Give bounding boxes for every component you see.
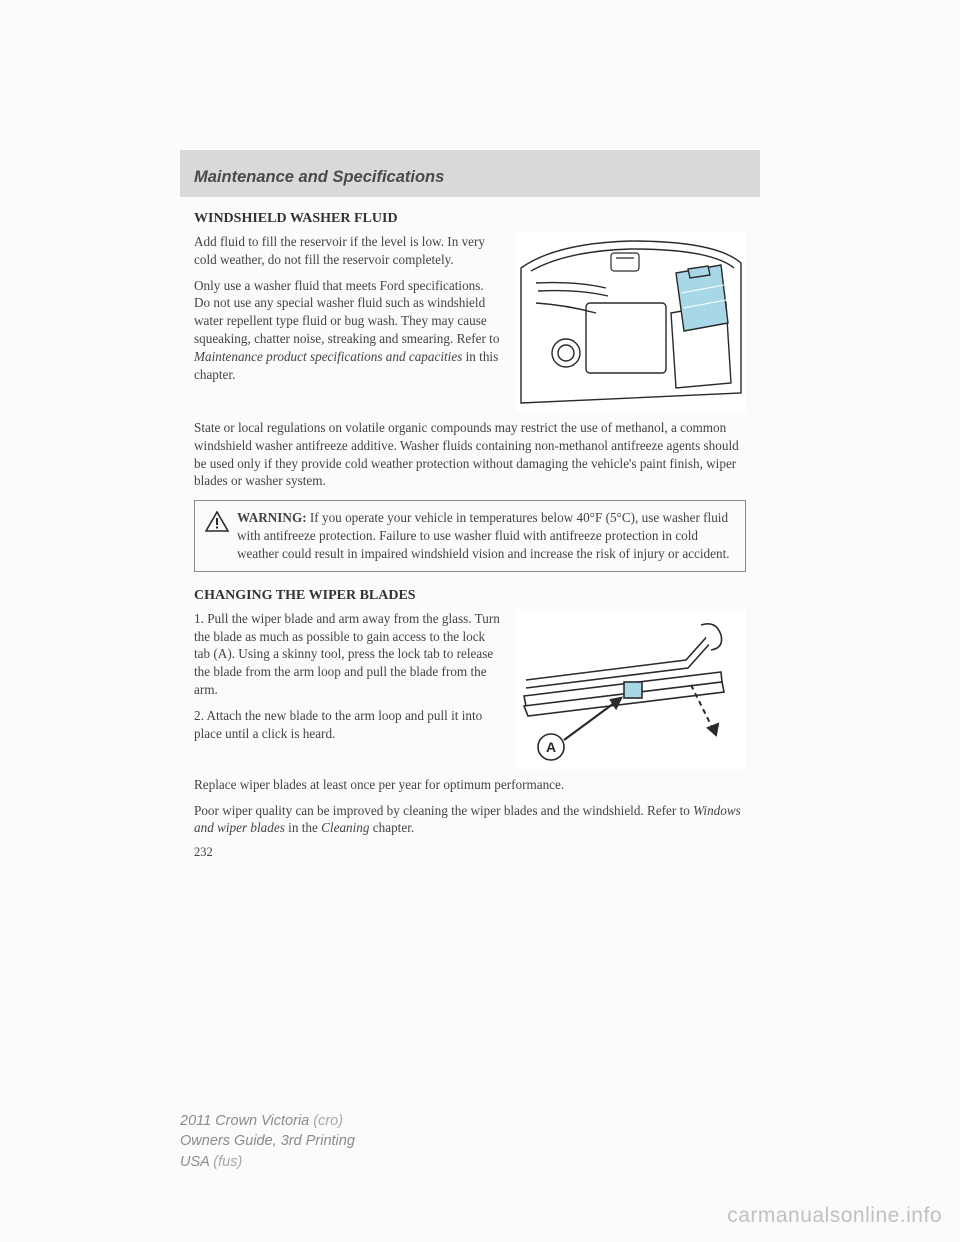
section1-p2-italic: Maintenance product specifications and c… [194, 349, 462, 364]
watermark: carmanualsonline.info [727, 1204, 942, 1228]
footer: 2011 Crown Victoria (cro) Owners Guide, … [180, 1111, 355, 1172]
section2-p4a: Poor wiper quality can be improved by cl… [194, 803, 693, 818]
section-title-washer: WINDSHIELD WASHER FLUID [194, 211, 746, 227]
diagram-label-a: A [546, 739, 556, 755]
section1-text-col: Add fluid to fill the reservoir if the l… [194, 233, 502, 413]
section2-p4: Poor wiper quality can be improved by cl… [194, 802, 746, 838]
section1-p2: Only use a washer fluid that meets Ford … [194, 277, 502, 384]
section-title-wipers: CHANGING THE WIPER BLADES [194, 588, 746, 604]
engine-bay-diagram [516, 233, 746, 413]
footer-code2: (fus) [209, 1154, 242, 1170]
wiper-blade-diagram: A [516, 610, 746, 770]
section1-p3: State or local regulations on volatile o… [194, 419, 746, 490]
warning-box: WARNING: If you operate your vehicle in … [194, 500, 746, 571]
chapter-title: Maintenance and Specifications [194, 168, 746, 187]
footer-line2: Owners Guide, 3rd Printing [180, 1131, 355, 1151]
section1-p2a: Only use a washer fluid that meets Ford … [194, 278, 499, 346]
section2-p4b: in the [285, 820, 321, 835]
footer-line3: USA (fus) [180, 1152, 355, 1172]
section2-text-col: 1. Pull the wiper blade and arm away fro… [194, 610, 502, 770]
section1-p1: Add fluid to fill the reservoir if the l… [194, 233, 502, 269]
footer-model: 2011 Crown Victoria [180, 1113, 309, 1129]
chapter-header-band: Maintenance and Specifications [180, 150, 760, 197]
warning-text: WARNING: If you operate your vehicle in … [237, 509, 735, 562]
section2-p1: 1. Pull the wiper blade and arm away fro… [194, 610, 502, 699]
page-number: 232 [194, 845, 746, 860]
warning-icon [205, 511, 229, 533]
footer-region: USA [180, 1154, 209, 1170]
warning-label: WARNING: [237, 510, 307, 525]
section2-p3: Replace wiper blades at least once per y… [194, 776, 746, 794]
footer-line1: 2011 Crown Victoria (cro) [180, 1111, 355, 1131]
footer-code1: (cro) [309, 1113, 343, 1129]
page-content: WINDSHIELD WASHER FLUID Add fluid to fil… [180, 211, 760, 860]
section2-p4c: chapter. [369, 820, 414, 835]
section1-row: Add fluid to fill the reservoir if the l… [194, 233, 746, 413]
warning-body: If you operate your vehicle in temperatu… [237, 510, 730, 561]
manual-page: Maintenance and Specifications WINDSHIEL… [180, 150, 760, 860]
section2-row: 1. Pull the wiper blade and arm away fro… [194, 610, 746, 770]
section2-p4i2: Cleaning [321, 820, 369, 835]
section2-p2: 2. Attach the new blade to the arm loop … [194, 707, 502, 743]
